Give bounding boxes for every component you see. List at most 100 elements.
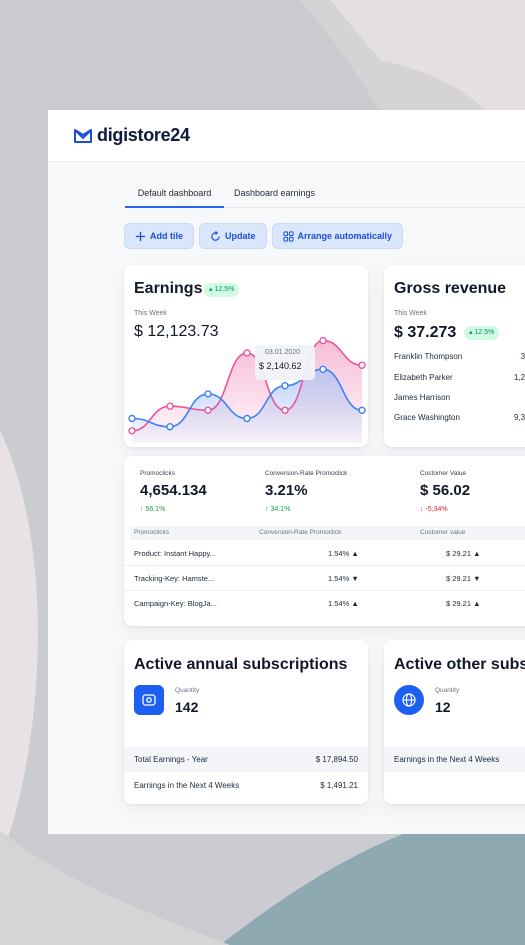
row-rate-value: 1.54% <box>328 574 350 583</box>
kpi-label: Promoclicks <box>140 470 176 477</box>
annual-subscriptions-card[interactable]: Active annual subscriptions Quantity 142… <box>124 640 368 804</box>
trend-up-icon: ▲ <box>473 549 481 558</box>
plus-icon <box>135 231 146 241</box>
data-point <box>281 381 289 390</box>
revenue-row-value: 1,237 <box>513 373 525 382</box>
revenue-row[interactable]: Grace Washington 9,322 <box>394 413 525 427</box>
gross-revenue-card[interactable]: Gross revenue This Week $ 37.273 ▴ 12.5%… <box>384 265 525 447</box>
revenue-row[interactable]: James Harrison 27 <box>394 393 525 407</box>
column-header: Customer value <box>420 529 466 536</box>
row-rate-value: 1.54% <box>328 599 350 608</box>
revenue-row-value: 9,322 <box>513 413 525 422</box>
row-rate: 1.54% ▲ <box>328 549 359 558</box>
data-point <box>358 361 366 369</box>
subscription-row: Earnings in the Next 4 Weeks <box>384 747 525 772</box>
gross-revenue-period-label: This Week <box>394 310 427 317</box>
tab-dashboard-earnings[interactable]: Dashboard earnings <box>234 188 316 198</box>
trend-up-icon: ▲ <box>351 549 359 558</box>
digistore-logo-icon <box>74 128 92 143</box>
data-point <box>243 349 251 357</box>
other-subscriptions-title: Active other subs <box>394 656 525 673</box>
row-value-amount: $ 29.21 <box>446 549 472 558</box>
chart-tooltip: 03.01.2020 $ 2,140.62 <box>255 345 315 380</box>
gross-revenue-title: Gross revenue <box>394 280 507 297</box>
row-name: Campaign-Key: BlogJa... <box>134 599 217 608</box>
promoclicks-metrics-card[interactable]: Promoclicks 4,654.134 ↑ 56.1% Conversion… <box>124 456 525 626</box>
globe-icon <box>402 693 416 707</box>
earnings-value: $ 12,123.73 <box>134 323 219 340</box>
row-rate: 1.54% ▲ <box>328 599 359 608</box>
data-point <box>358 406 366 415</box>
earnings-card[interactable]: Earnings ▴ 12.5% This Week $ 12,123.73 <box>124 265 368 447</box>
revenue-row[interactable]: Franklin Thompson 372 <box>394 352 525 366</box>
column-header: Conversion-Rate Promoclick <box>259 529 342 536</box>
data-point <box>204 390 212 398</box>
kpi-delta: ↑ 34.1% <box>265 506 291 513</box>
revenue-row[interactable]: Elizabeth Parker 1,237 <box>394 373 525 387</box>
series-area <box>132 369 362 443</box>
kpi-value: $ 56.02 <box>420 482 471 499</box>
gross-revenue-value: $ 37.273 <box>394 324 457 341</box>
metrics-table-header: Promoclicks Conversion-Rate Promoclick C… <box>130 526 525 540</box>
arrange-label: Arrange automatically <box>297 231 393 241</box>
data-point <box>281 406 289 415</box>
quantity-label: Quantity <box>175 687 200 694</box>
row-value: $ 29.21 ▲ <box>446 599 481 608</box>
other-subscriptions-card[interactable]: Active other subs Quantity 12 Earnings i… <box>384 640 525 804</box>
kpi-label: Customer Value <box>420 470 467 477</box>
earnings-line-chart <box>128 336 366 443</box>
row-value-amount: $ 29.21 <box>446 599 472 608</box>
table-row[interactable]: Campaign-Key: BlogJa... 1.54% ▲ $ 29.21 … <box>124 591 525 616</box>
data-point <box>166 402 174 410</box>
trend-down-icon: ▼ <box>473 574 481 583</box>
trend-up-icon: ▲ <box>351 599 359 608</box>
earnings-period-label: This Week <box>134 310 167 317</box>
subscription-row-label: Earnings in the Next 4 Weeks <box>134 781 240 790</box>
tooltip-date: 03.01.2020 <box>265 349 301 356</box>
quantity-value: 142 <box>175 699 199 715</box>
add-tile-label: Add tile <box>150 231 183 241</box>
grid-icon <box>282 230 294 242</box>
subscription-row: Total Earnings - Year $ 17,894.50 <box>124 747 368 772</box>
gross-revenue-badge-value: 12.5% <box>474 329 495 336</box>
revenue-row-value: 372 <box>520 352 525 361</box>
earnings-growth-badge: ▴ 12.5% <box>204 283 240 297</box>
row-rate-value: 1.54% <box>328 549 350 558</box>
revenue-row-name: James Harrison <box>394 393 451 402</box>
camera-icon <box>142 694 156 706</box>
subscription-row-label: Total Earnings - Year <box>134 755 208 764</box>
table-row[interactable]: Tracking-Key: Hamste... 1.54% ▼ $ 29.21 … <box>124 566 525 591</box>
revenue-row-name: Franklin Thompson <box>394 352 463 361</box>
kpi-delta: ↓ -5,34% <box>420 506 448 513</box>
data-point <box>128 414 136 423</box>
top-bar: digistore24 <box>48 110 525 162</box>
trend-down-icon: ▼ <box>351 574 359 583</box>
quantity-value: 12 <box>435 699 451 715</box>
row-rate: 1.54% ▼ <box>328 574 359 583</box>
gross-revenue-growth-badge: ▴ 12.5% <box>464 326 500 340</box>
dashboard-tabs: Default dashboard Dashboard earnings <box>125 182 525 208</box>
column-header: Promoclicks <box>134 529 170 536</box>
earnings-badge-value: 12.5% <box>214 286 235 293</box>
subscription-row-value: $ 17,894.50 <box>315 755 358 764</box>
revenue-row-name: Elizabeth Parker <box>394 373 453 382</box>
data-point <box>319 365 327 374</box>
trend-up-icon: ▲ <box>473 599 481 608</box>
add-tile-button[interactable]: Add tile <box>124 223 194 249</box>
brand-logo[interactable]: digistore24 <box>73 125 190 146</box>
kpi-value: 3.21% <box>265 482 308 499</box>
data-point <box>204 406 212 415</box>
row-value: $ 29.21 ▲ <box>446 549 481 558</box>
row-name: Product: Instant Happy... <box>134 549 216 558</box>
row-name: Tracking-Key: Hamste... <box>134 574 215 583</box>
earnings-title: Earnings <box>134 280 203 297</box>
update-button[interactable]: Update <box>199 223 267 249</box>
brand-name: digistore24 <box>97 125 190 145</box>
table-row[interactable]: Product: Instant Happy... 1.54% ▲ $ 29.2… <box>124 541 525 566</box>
arrange-automatically-button[interactable]: Arrange automatically <box>271 223 404 249</box>
toolbar: Add tile Update Arrange automatically <box>124 223 404 249</box>
tooltip-value: $ 2,140.62 <box>259 361 302 371</box>
annual-subscriptions-title: Active annual subscriptions <box>134 656 348 673</box>
tab-default-dashboard[interactable]: Default dashboard <box>125 188 224 208</box>
data-point <box>319 336 327 345</box>
